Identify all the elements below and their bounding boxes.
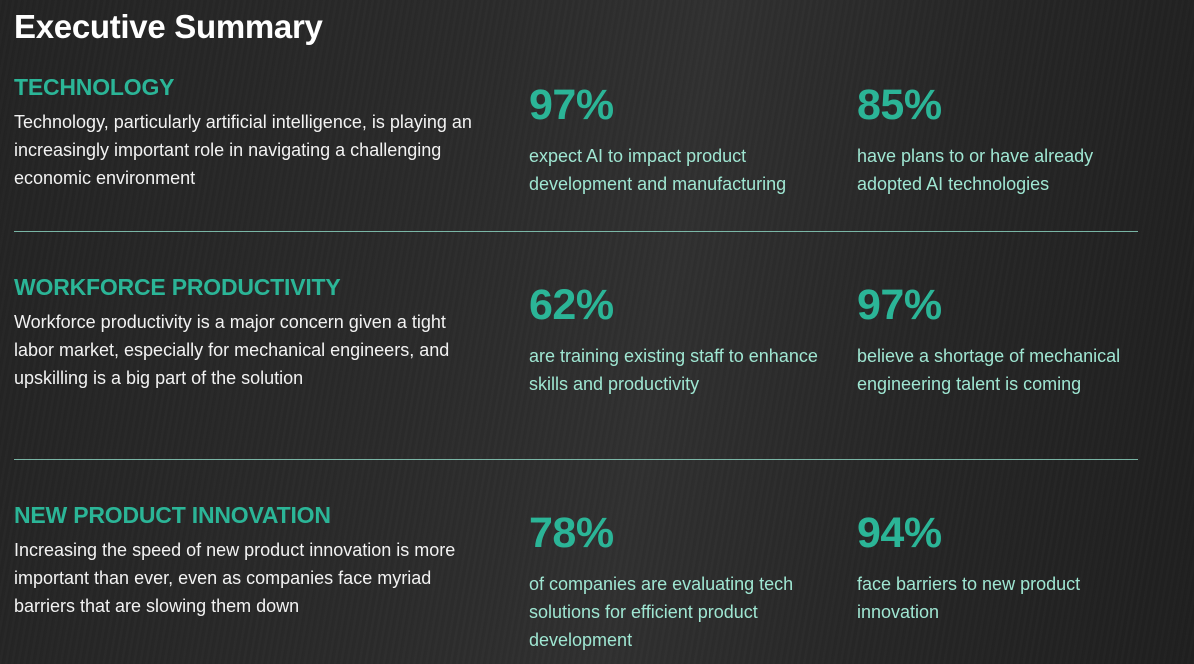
stat-value: 94% (857, 509, 942, 557)
stat-block: 97% believe a shortage of mechanical eng… (857, 280, 1157, 398)
stat-block: 94% face barriers to new product innovat… (857, 508, 1157, 626)
page-title: Executive Summary (14, 8, 323, 45)
section-workforce-productivity: WORKFORCE PRODUCTIVITY Workforce product… (0, 274, 1194, 434)
section-divider (14, 231, 1138, 232)
stat-block: 85% have plans to or have already adopte… (857, 80, 1157, 198)
stat-label: believe a shortage of mechanical enginee… (857, 346, 1121, 394)
stat-label: of companies are evaluating tech solutio… (529, 574, 794, 650)
section-heading: TECHNOLOGY (14, 74, 175, 100)
stat-block: 97% expect AI to impact product developm… (529, 80, 829, 198)
stat-block: 78% of companies are evaluating tech sol… (529, 508, 829, 654)
stat-value: 62% (529, 281, 614, 329)
section-description: Technology, particularly artificial inte… (14, 112, 472, 188)
stat-label: face barriers to new product innovation (857, 574, 1081, 622)
section-divider (14, 459, 1138, 460)
section-new-product-innovation: NEW PRODUCT INNOVATION Increasing the sp… (0, 502, 1194, 662)
stat-value: 78% (529, 509, 614, 557)
section-heading: NEW PRODUCT INNOVATION (14, 502, 331, 528)
stat-block: 62% are training existing staff to enhan… (529, 280, 829, 398)
section-technology: TECHNOLOGY Technology, particularly arti… (0, 74, 1194, 224)
section-description: Increasing the speed of new product inno… (14, 540, 456, 616)
stat-value: 97% (857, 281, 942, 329)
stat-label: expect AI to impact product development … (529, 146, 787, 194)
stat-value: 97% (529, 81, 614, 129)
stat-label: are training existing staff to enhance s… (529, 346, 818, 394)
stat-value: 85% (857, 81, 942, 129)
section-heading: WORKFORCE PRODUCTIVITY (14, 274, 341, 300)
section-description: Workforce productivity is a major concer… (14, 312, 450, 388)
stat-label: have plans to or have already adopted AI… (857, 146, 1094, 194)
